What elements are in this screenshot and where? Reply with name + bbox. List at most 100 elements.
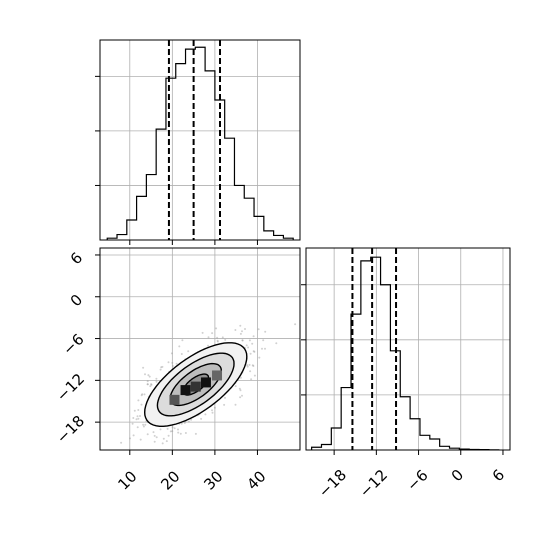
scatter-point	[160, 366, 163, 369]
scatter-point	[258, 356, 261, 359]
scatter-point	[139, 415, 141, 417]
joint-x-tick-label: 40	[243, 467, 269, 493]
density-cell	[212, 370, 223, 381]
density-cell	[169, 394, 180, 405]
scatter-point	[142, 425, 145, 428]
scatter-point	[201, 331, 204, 334]
histogram-x-panel	[95, 39, 301, 245]
scatter-point	[238, 387, 241, 390]
scatter-point	[253, 374, 256, 377]
scatter-point	[247, 346, 250, 349]
scatter-point	[142, 423, 145, 426]
scatter-point	[252, 365, 255, 367]
scatter-point	[140, 403, 143, 406]
scatter-point	[149, 385, 152, 388]
scatter-point	[207, 336, 210, 339]
scatter-point	[137, 409, 140, 411]
scatter-point	[171, 430, 174, 433]
scatter-point	[187, 350, 190, 353]
scatter-point	[184, 432, 187, 434]
scatter-point	[246, 364, 249, 367]
scatter-point	[248, 363, 251, 366]
scatter-point	[221, 336, 224, 339]
scatter-point	[239, 324, 242, 327]
scatter-point	[241, 339, 244, 342]
scatter-point	[144, 423, 147, 426]
scatter-point	[215, 327, 218, 330]
scatter-point	[144, 373, 146, 376]
scatter-point	[150, 383, 153, 386]
scatter-point	[169, 430, 172, 433]
density-cell	[200, 377, 211, 388]
scatter-point	[244, 328, 246, 330]
scatter-point	[181, 339, 184, 342]
scatter-point	[248, 339, 251, 342]
scatter-point	[161, 442, 164, 445]
hist-y-x-tick-label: −12	[356, 466, 391, 501]
scatter-point	[165, 440, 168, 443]
scatter-point	[190, 418, 193, 421]
scatter-point	[241, 394, 243, 397]
scatter-point	[234, 403, 237, 406]
scatter-point	[175, 362, 178, 365]
scatter-point	[167, 361, 170, 364]
scatter-point	[241, 330, 243, 333]
scatter-point	[264, 347, 266, 350]
scatter-point	[207, 344, 209, 347]
scatter-point	[178, 345, 181, 348]
scatter-point	[179, 432, 182, 435]
scatter-point	[216, 336, 219, 339]
scatter-point	[135, 418, 138, 421]
scatter-point	[224, 396, 226, 399]
scatter-point	[142, 366, 145, 369]
scatter-point	[143, 393, 146, 396]
scatter-point	[152, 431, 155, 434]
scatter-point	[200, 417, 203, 420]
scatter-point	[148, 375, 151, 378]
scatter-point	[252, 350, 255, 353]
joint-density-panel	[95, 247, 301, 455]
joint-y-tick-label: −12	[53, 370, 88, 405]
scatter-point	[223, 403, 226, 406]
scatter-point	[234, 329, 237, 331]
joint-x-tick-label: 20	[157, 467, 183, 493]
scatter-point	[162, 437, 165, 440]
scatter-point	[211, 411, 214, 414]
scatter-point	[249, 370, 252, 373]
scatter-point	[250, 378, 253, 381]
scatter-point	[239, 389, 242, 392]
density-cell	[180, 385, 191, 396]
scatter-point	[159, 428, 162, 431]
scatter-point	[171, 365, 174, 367]
scatter-point	[194, 432, 197, 435]
scatter-point	[187, 420, 190, 423]
scatter-point	[131, 422, 134, 425]
scatter-point	[239, 332, 242, 335]
scatter-point	[136, 415, 139, 418]
scatter-point	[234, 385, 237, 388]
scatter-point	[183, 422, 186, 424]
joint-y-tick-label: −6	[59, 330, 87, 358]
scatter-point	[177, 431, 180, 434]
scatter-point	[166, 427, 169, 430]
joint-x-tick-label: 10	[114, 467, 140, 493]
scatter-point	[264, 330, 267, 333]
scatter-point	[239, 376, 242, 379]
scatter-point	[146, 433, 149, 436]
scatter-point	[146, 383, 149, 386]
hist-y-x-tick-label: −18	[315, 466, 350, 501]
scatter-point	[246, 365, 249, 368]
scatter-point	[180, 422, 183, 425]
scatter-point	[170, 352, 173, 355]
histogram-step-line	[106, 46, 294, 240]
density-cell	[190, 381, 201, 392]
scatter-point	[216, 340, 219, 343]
scatter-point	[171, 361, 174, 364]
scatter-point	[251, 342, 254, 345]
joint-y-tick-label: 0	[67, 291, 86, 310]
scatter-point	[224, 338, 227, 341]
scatter-point	[171, 426, 174, 429]
scatter-point	[155, 380, 158, 383]
scatter-point	[147, 374, 150, 377]
